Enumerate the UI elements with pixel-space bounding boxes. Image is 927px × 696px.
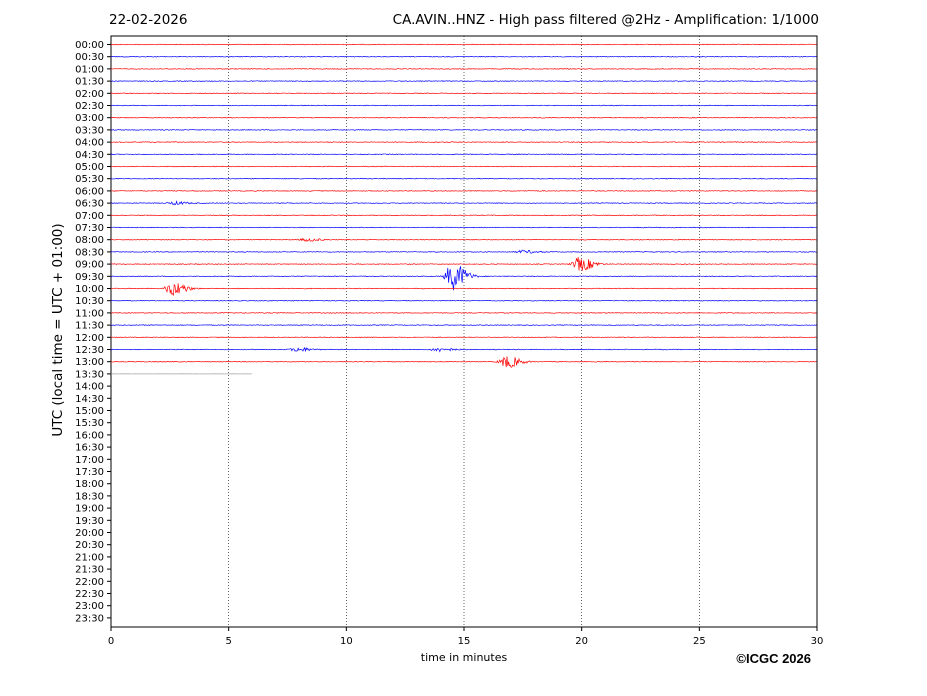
y-tick-label-00:30: 00:30 bbox=[75, 52, 104, 63]
y-tick-label-15:00: 15:00 bbox=[75, 406, 104, 417]
trace-row-09:30 bbox=[110, 266, 817, 291]
y-tick-label-13:00: 13:00 bbox=[75, 357, 104, 368]
y-tick-label-11:00: 11:00 bbox=[75, 308, 104, 319]
trace-row-07:30 bbox=[110, 226, 817, 229]
trace-row-03:30 bbox=[110, 129, 817, 131]
trace-row-10:00 bbox=[110, 283, 817, 296]
y-tick-label-22:30: 22:30 bbox=[75, 589, 104, 600]
trace-row-13:00 bbox=[110, 356, 817, 368]
y-tick-label-21:30: 21:30 bbox=[75, 565, 104, 576]
trace-row-12:00 bbox=[110, 336, 817, 339]
y-tick-label-05:00: 05:00 bbox=[75, 162, 104, 173]
trace-rows bbox=[110, 43, 817, 375]
y-tick-label-08:00: 08:00 bbox=[75, 235, 104, 246]
x-tick-label-20: 20 bbox=[575, 636, 588, 647]
trace-row-11:30 bbox=[110, 324, 817, 326]
y-tick-label-06:00: 06:00 bbox=[75, 186, 104, 197]
x-tick-label-25: 25 bbox=[693, 636, 706, 647]
plot-frame bbox=[110, 35, 818, 628]
copyright-label: ©ICGC 2026 bbox=[736, 651, 811, 666]
y-tick-label-07:30: 07:30 bbox=[75, 223, 104, 234]
y-tick-label-12:30: 12:30 bbox=[75, 345, 104, 356]
y-tick-label-03:00: 03:00 bbox=[75, 113, 104, 124]
trace-row-01:30 bbox=[110, 80, 817, 82]
trace-row-11:00 bbox=[110, 312, 817, 314]
chart-title: CA.AVIN..HNZ - High pass filtered @2Hz -… bbox=[392, 12, 819, 28]
y-tick-label-06:30: 06:30 bbox=[75, 199, 104, 210]
trace-row-00:30 bbox=[110, 55, 817, 58]
y-tick-label-19:30: 19:30 bbox=[75, 516, 104, 527]
vertical-gridlines bbox=[228, 36, 700, 627]
y-tick-label-15:30: 15:30 bbox=[75, 418, 104, 429]
x-tick-label-10: 10 bbox=[340, 636, 353, 647]
y-tick-label-10:30: 10:30 bbox=[75, 296, 104, 307]
chart-date: 22-02-2026 bbox=[109, 12, 188, 28]
y-tick-label-07:00: 07:00 bbox=[75, 211, 104, 222]
y-tick-label-02:30: 02:30 bbox=[75, 101, 104, 112]
y-tick-label-17:30: 17:30 bbox=[75, 467, 104, 478]
y-tick-label-09:30: 09:30 bbox=[75, 272, 104, 283]
y-tick-label-18:30: 18:30 bbox=[75, 491, 104, 502]
x-tick-label-5: 5 bbox=[225, 636, 231, 647]
y-tick-label-09:00: 09:00 bbox=[75, 260, 104, 271]
trace-row-05:00 bbox=[110, 165, 817, 168]
trace-row-09:00 bbox=[110, 257, 817, 271]
y-tick-label-01:00: 01:00 bbox=[75, 64, 104, 75]
trace-row-10:30 bbox=[110, 299, 817, 302]
y-tick-label-20:00: 20:00 bbox=[75, 528, 104, 539]
x-axis-label: time in minutes bbox=[420, 651, 508, 664]
y-tick-label-01:30: 01:30 bbox=[75, 77, 104, 88]
trace-row-07:00 bbox=[110, 214, 817, 217]
y-tick-label-10:00: 10:00 bbox=[75, 284, 104, 295]
y-tick-label-18:00: 18:00 bbox=[75, 479, 104, 490]
trace-row-04:30 bbox=[110, 153, 817, 156]
trace-row-04:00 bbox=[110, 141, 817, 143]
trace-row-02:30 bbox=[110, 104, 817, 107]
y-tick-label-16:00: 16:00 bbox=[75, 430, 104, 441]
y-tick-label-05:30: 05:30 bbox=[75, 174, 104, 185]
trace-row-05:30 bbox=[110, 177, 817, 180]
y-tick-label-04:00: 04:00 bbox=[75, 138, 104, 149]
y-tick-label-21:00: 21:00 bbox=[75, 552, 104, 563]
x-tick-label-0: 0 bbox=[108, 636, 114, 647]
y-tick-label-16:30: 16:30 bbox=[75, 443, 104, 454]
y-tick-label-11:30: 11:30 bbox=[75, 321, 104, 332]
y-tick-label-02:00: 02:00 bbox=[75, 89, 104, 100]
y-tick-label-20:30: 20:30 bbox=[75, 540, 104, 551]
trace-row-08:00 bbox=[110, 237, 817, 243]
trace-row-00:00 bbox=[110, 43, 817, 46]
trace-row-02:00 bbox=[110, 92, 817, 95]
y-tick-label-14:30: 14:30 bbox=[75, 394, 104, 405]
y-tick-label-00:00: 00:00 bbox=[75, 40, 104, 51]
trace-row-06:00 bbox=[110, 190, 817, 192]
y-tick-label-03:30: 03:30 bbox=[75, 125, 104, 136]
y-tick-label-22:00: 22:00 bbox=[75, 577, 104, 588]
trace-row-06:30 bbox=[110, 200, 817, 206]
y-tick-label-13:30: 13:30 bbox=[75, 369, 104, 380]
y-tick-label-04:30: 04:30 bbox=[75, 150, 104, 161]
trace-row-12:30 bbox=[110, 346, 817, 353]
y-tick-label-14:00: 14:00 bbox=[75, 382, 104, 393]
y-tick-label-23:00: 23:00 bbox=[75, 601, 104, 612]
trace-row-08:30 bbox=[110, 249, 817, 254]
y-tick-label-08:30: 08:30 bbox=[75, 247, 104, 258]
y-tick-label-19:00: 19:00 bbox=[75, 504, 104, 515]
trace-row-03:00 bbox=[110, 116, 817, 119]
y-tick-label-17:00: 17:00 bbox=[75, 455, 104, 466]
trace-row-01:00 bbox=[110, 68, 817, 70]
x-tick-label-15: 15 bbox=[458, 636, 471, 647]
y-tick-label-23:30: 23:30 bbox=[75, 613, 104, 624]
y-tick-label-12:00: 12:00 bbox=[75, 333, 104, 344]
x-tick-label-30: 30 bbox=[811, 636, 824, 647]
x-axis-ticks: 0 5 10 15 20 25 30 bbox=[108, 627, 824, 647]
